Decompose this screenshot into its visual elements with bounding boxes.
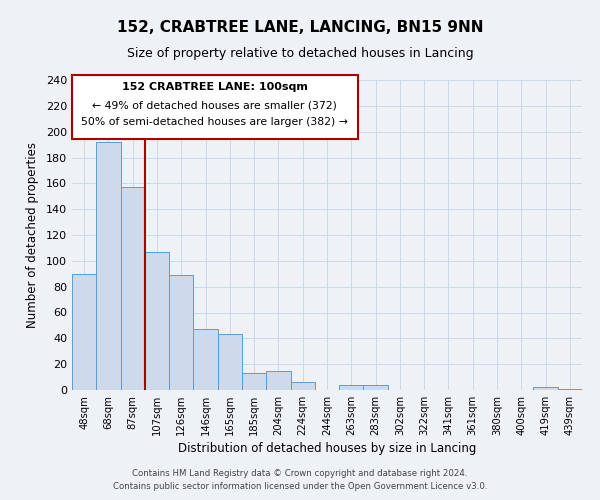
Text: 50% of semi-detached houses are larger (382) →: 50% of semi-detached houses are larger (… (82, 117, 348, 127)
Bar (193, 330, 218, 390)
Text: Size of property relative to detached houses in Lancing: Size of property relative to detached ho… (127, 48, 473, 60)
Bar (339, 385, 364, 390)
Bar (96, 142, 121, 390)
Y-axis label: Number of detached properties: Number of detached properties (26, 142, 39, 328)
Text: Contains public sector information licensed under the Open Government Licence v3: Contains public sector information licen… (113, 482, 487, 491)
Text: 152 CRABTREE LANE: 100sqm: 152 CRABTREE LANE: 100sqm (122, 82, 308, 92)
Bar (169, 275, 193, 390)
Bar (121, 187, 145, 390)
Bar (242, 373, 266, 390)
Bar (533, 388, 558, 390)
Bar (218, 334, 242, 390)
Text: ← 49% of detached houses are smaller (372): ← 49% of detached houses are smaller (37… (92, 100, 337, 110)
Bar (290, 382, 315, 390)
FancyBboxPatch shape (72, 76, 358, 139)
Bar (72, 274, 96, 390)
Text: Contains HM Land Registry data © Crown copyright and database right 2024.: Contains HM Land Registry data © Crown c… (132, 468, 468, 477)
Bar (364, 385, 388, 390)
Bar (558, 388, 582, 390)
Bar (266, 370, 290, 390)
X-axis label: Distribution of detached houses by size in Lancing: Distribution of detached houses by size … (178, 442, 476, 455)
Bar (145, 252, 169, 390)
Text: 152, CRABTREE LANE, LANCING, BN15 9NN: 152, CRABTREE LANE, LANCING, BN15 9NN (117, 20, 483, 35)
